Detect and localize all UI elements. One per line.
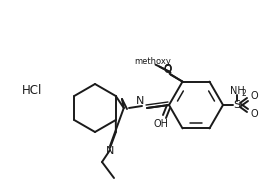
Text: methoxy: methoxy: [134, 57, 171, 66]
Text: NH: NH: [230, 86, 244, 96]
Text: OH: OH: [153, 119, 169, 129]
Text: O: O: [163, 64, 172, 74]
Text: N: N: [106, 146, 114, 156]
Text: O: O: [250, 109, 258, 119]
Text: S: S: [234, 100, 241, 110]
Text: O: O: [163, 64, 172, 74]
Text: 2: 2: [242, 89, 246, 97]
Text: O: O: [163, 65, 172, 75]
Text: N: N: [136, 96, 144, 106]
Text: HCl: HCl: [22, 84, 42, 96]
Text: O: O: [250, 91, 258, 101]
